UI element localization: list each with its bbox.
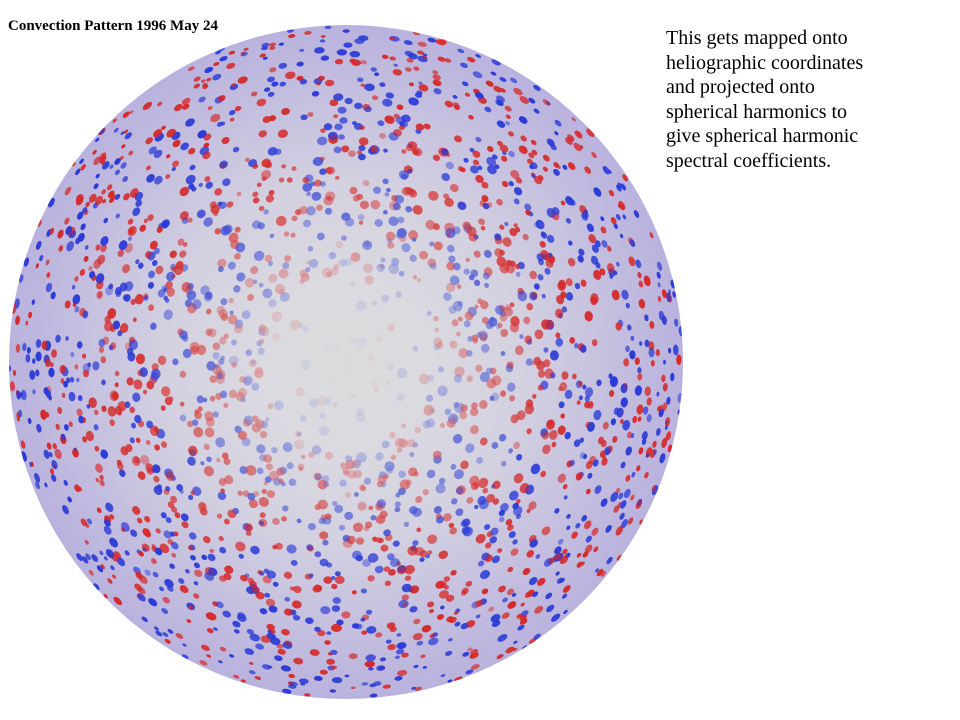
caption-line: spectral coefficients. — [666, 149, 832, 172]
caption-line: This gets mapped onto — [666, 27, 848, 49]
caption-line: heliographic coordinates — [666, 51, 864, 74]
caption-line: and projected onto — [666, 76, 815, 98]
convection-pattern-disk — [9, 25, 683, 699]
caption-text: This gets mapped onto heliographic coord… — [666, 26, 951, 173]
caption-line: give spherical harmonic — [666, 125, 859, 147]
caption-line: spherical harmonics to — [666, 100, 848, 123]
disk-center-fade — [9, 25, 683, 699]
figure-title: Convection Pattern 1996 May 24 — [8, 18, 218, 34]
solar-convection-disk-image — [6, 22, 686, 702]
